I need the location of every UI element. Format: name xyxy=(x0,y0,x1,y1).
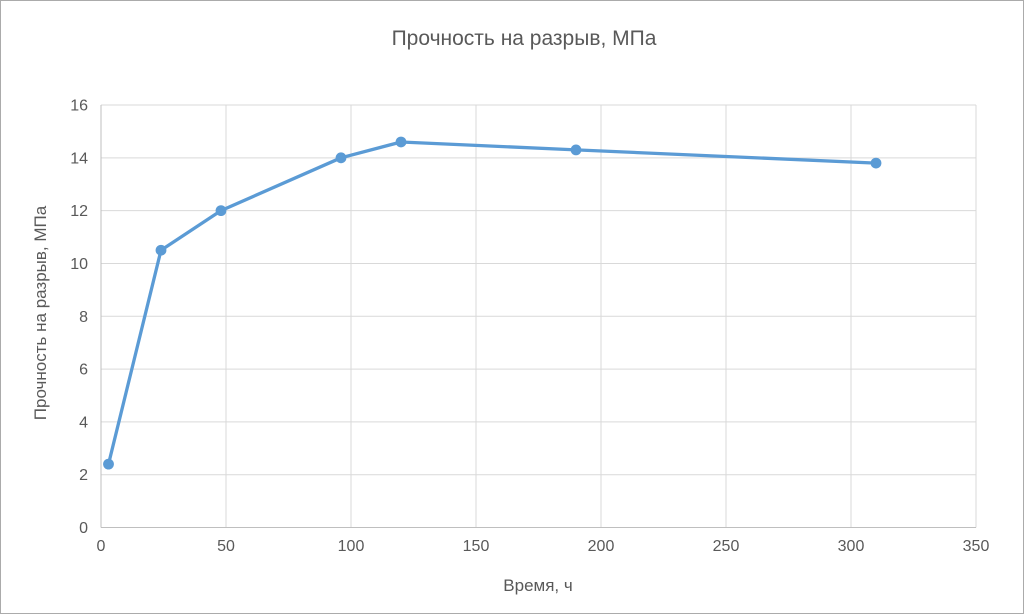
x-tick-label: 50 xyxy=(217,538,235,555)
y-tick-label: 6 xyxy=(79,362,88,379)
y-tick-label: 0 xyxy=(79,520,88,537)
data-point-marker xyxy=(103,458,114,470)
x-tick-label: 250 xyxy=(713,538,740,555)
data-point-marker xyxy=(215,205,227,217)
y-tick-label: 10 xyxy=(70,256,88,273)
x-tick-label: 350 xyxy=(963,538,990,555)
x-tick-label: 300 xyxy=(838,538,865,555)
y-tick-label: 16 xyxy=(70,98,88,115)
chart-title: Прочность на разрыв, МПа xyxy=(391,27,657,50)
x-axis-title: Время, ч xyxy=(503,576,573,595)
y-tick-label: 12 xyxy=(70,203,88,220)
data-point-marker xyxy=(155,244,167,256)
x-tick-label: 0 xyxy=(97,538,106,555)
x-tick-label: 200 xyxy=(588,538,615,555)
data-point-marker xyxy=(335,152,347,164)
x-tick-label: 150 xyxy=(463,538,490,555)
y-tick-label: 2 xyxy=(79,467,88,484)
y-tick-label: 8 xyxy=(79,309,88,326)
x-tick-label: 100 xyxy=(338,538,365,555)
data-point-marker xyxy=(570,144,582,156)
series-line xyxy=(106,140,878,466)
y-tick-label: 4 xyxy=(79,414,88,431)
data-point-marker xyxy=(870,157,882,169)
y-tick-label: 14 xyxy=(70,150,88,167)
data-point-marker xyxy=(395,136,407,148)
